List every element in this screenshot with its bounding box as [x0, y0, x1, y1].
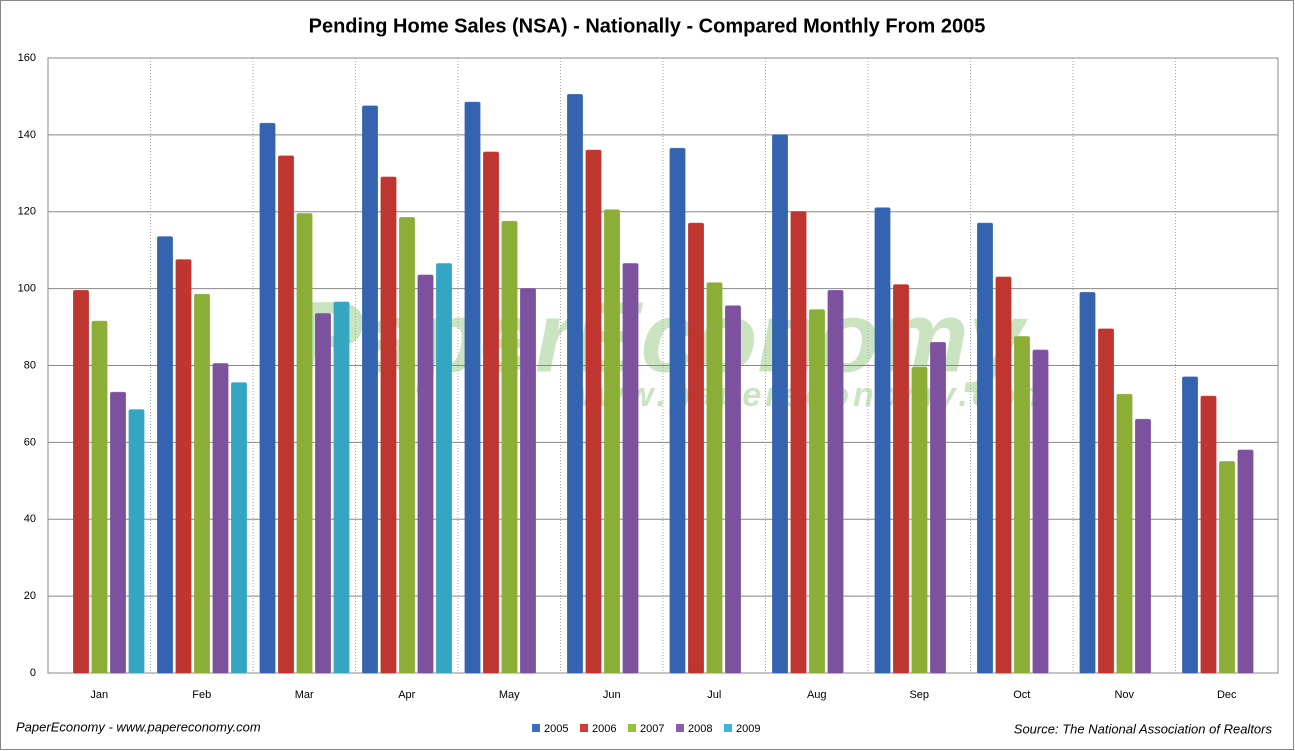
bar	[1116, 393, 1133, 674]
bar	[110, 391, 126, 674]
bar	[827, 290, 844, 674]
bar	[259, 122, 276, 674]
legend-swatch	[580, 724, 588, 732]
bar	[1182, 376, 1198, 674]
x-tick-label: Mar	[295, 689, 314, 701]
x-tick-label: Apr	[398, 689, 415, 701]
x-tick-label: Oct	[1013, 689, 1030, 701]
bar	[1079, 291, 1096, 674]
bar	[874, 207, 891, 674]
x-tick-label: Sep	[909, 689, 929, 701]
bar	[91, 320, 108, 674]
bar	[1098, 328, 1114, 674]
legend-swatch	[532, 724, 540, 732]
y-tick-label: 140	[18, 129, 36, 141]
bar	[1135, 418, 1151, 674]
bar	[1014, 336, 1030, 674]
bar	[212, 363, 229, 674]
x-tick-label: Nov	[1114, 689, 1134, 701]
bar	[380, 176, 397, 674]
bar	[128, 409, 145, 674]
y-tick-label: 120	[18, 206, 36, 218]
y-tick-label: 100	[18, 283, 36, 295]
legend-label: 2009	[736, 723, 760, 735]
bar	[790, 211, 807, 674]
bar	[585, 149, 602, 674]
source: Source: The National Association of Real…	[1014, 721, 1273, 736]
x-tick-label: Jan	[90, 689, 108, 701]
y-tick-label: 80	[24, 359, 36, 371]
bar	[315, 313, 331, 674]
bar	[604, 209, 620, 674]
bar	[501, 220, 518, 674]
legend-label: 2005	[544, 723, 568, 735]
y-tick-label: 0	[30, 667, 36, 679]
bar	[725, 305, 741, 674]
bar	[231, 382, 247, 674]
bar	[296, 213, 313, 674]
bar	[520, 288, 536, 674]
bar	[706, 282, 723, 674]
bar	[1032, 349, 1049, 674]
bar	[464, 101, 481, 674]
x-tick-label: Jun	[603, 689, 621, 701]
y-tick-label: 40	[24, 513, 36, 525]
bar	[567, 94, 583, 674]
legend-swatch	[724, 724, 732, 732]
bar	[809, 309, 825, 674]
bar	[688, 222, 704, 674]
legend-swatch	[628, 724, 636, 732]
bar	[893, 284, 909, 674]
bar	[1237, 449, 1254, 674]
bar	[157, 236, 173, 674]
x-tick-label: Dec	[1217, 689, 1237, 701]
bar	[1200, 395, 1217, 674]
bar	[73, 290, 89, 674]
legend-label: 2008	[688, 723, 712, 735]
chart-title: Pending Home Sales (NSA) - Nationally - …	[309, 15, 986, 37]
bar	[911, 366, 928, 674]
bar	[436, 263, 452, 674]
footer-left: PaperEconomy - www.papereconomy.com	[16, 719, 261, 734]
bar	[362, 105, 378, 674]
bar	[977, 222, 993, 674]
legend-swatch	[676, 724, 684, 732]
bar	[417, 274, 434, 674]
x-tick-label: May	[499, 689, 520, 701]
legend-label: 2006	[592, 723, 616, 735]
bar	[1219, 461, 1235, 674]
bar	[399, 217, 415, 674]
bar	[669, 147, 686, 674]
y-tick-label: 20	[24, 590, 36, 602]
bar	[483, 151, 499, 674]
x-tick-label: Feb	[192, 689, 211, 701]
legend-label: 2007	[640, 723, 664, 735]
bar	[175, 259, 192, 674]
x-tick-label: Aug	[807, 689, 827, 701]
x-tick-label: Jul	[707, 689, 721, 701]
bar	[278, 155, 294, 674]
bar	[772, 134, 788, 674]
bar	[194, 293, 210, 674]
y-tick-label: 60	[24, 436, 36, 448]
bar	[622, 263, 639, 674]
watermark-url: www.papereconomy.com	[566, 376, 1053, 414]
y-tick-label: 160	[18, 52, 36, 64]
bar	[333, 301, 350, 674]
bar	[995, 276, 1012, 674]
bar	[930, 341, 946, 674]
